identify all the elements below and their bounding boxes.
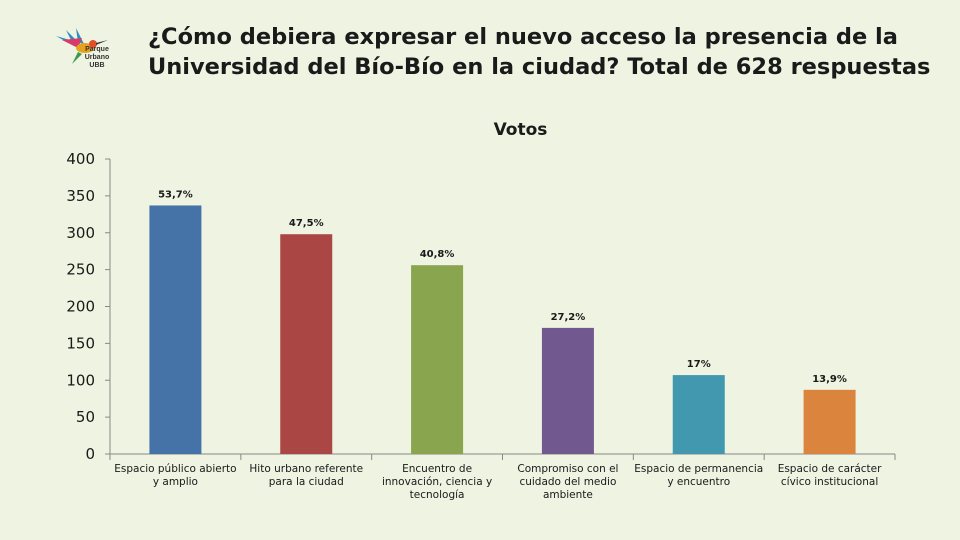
y-tick-label: 50 [76, 408, 95, 426]
logo-line-1: Parque [85, 46, 109, 53]
category-label: Espacio de carácter [778, 463, 882, 475]
category-label: y encuentro [667, 476, 730, 488]
parque-urbano-ubb-logo [56, 28, 108, 64]
category-label: Hito urbano referente [249, 463, 363, 475]
data-label: 53,7% [158, 189, 193, 200]
y-tick-label: 150 [66, 334, 95, 352]
bar [803, 389, 856, 454]
category-label: tecnología [410, 489, 465, 501]
logo-line-3: UBB [89, 62, 105, 69]
hummingbird-wing-accent [62, 38, 82, 48]
data-label: 13,9% [812, 374, 847, 385]
hummingbird-beak [96, 40, 108, 45]
bar [672, 375, 725, 454]
category-label: Espacio público abierto [114, 463, 236, 475]
y-tick-label: 350 [66, 187, 95, 205]
y-tick-label: 250 [66, 261, 95, 279]
data-label: 40,8% [420, 249, 455, 260]
category-label: innovación, ciencia y [382, 476, 492, 488]
category-label: ambiente [543, 489, 593, 501]
data-label: 47,5% [289, 218, 324, 229]
data-label: 27,2% [551, 312, 586, 323]
hummingbird-head [89, 40, 97, 48]
category-label: Encuentro de [402, 463, 472, 475]
bar [149, 205, 202, 454]
category-label: para la ciudad [269, 476, 344, 488]
category-label: cívico institucional [781, 476, 878, 488]
logo-line-2: Urbano [84, 54, 110, 61]
data-label: 17% [687, 359, 711, 370]
y-tick-label: 0 [85, 445, 95, 463]
category-label: cuidado del medio [519, 476, 616, 488]
category-label: y amplio [153, 476, 198, 488]
bar [541, 327, 594, 454]
y-tick-label: 100 [66, 371, 95, 389]
bar [411, 265, 464, 454]
logo-text: Parque Urbano UBB [72, 46, 122, 70]
y-tick-label: 200 [66, 298, 95, 316]
category-label: Compromiso con el [517, 463, 618, 475]
category-label: Espacio de permanencia [634, 463, 763, 475]
hummingbird-tail [72, 52, 82, 64]
bar [280, 234, 333, 454]
slide-title: ¿Cómo debiera expresar el nuevo acceso l… [148, 24, 931, 80]
chart-title: Votos [494, 120, 548, 140]
y-tick-label: 300 [66, 224, 95, 242]
y-tick-label: 400 [66, 150, 95, 168]
